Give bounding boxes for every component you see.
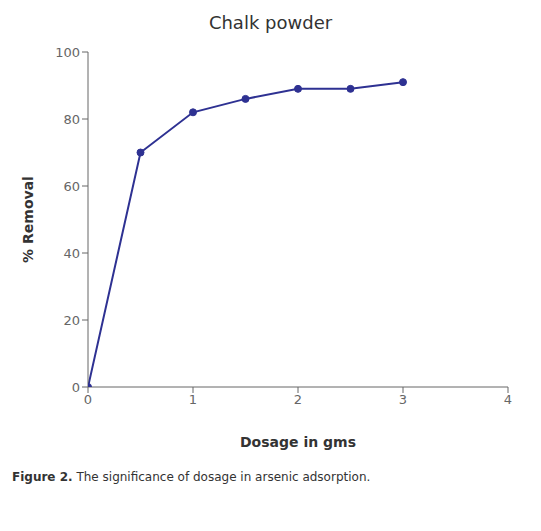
svg-text:4: 4 [504,392,512,407]
svg-text:2: 2 [294,392,302,407]
html-text:Chalk powder: Chalk powder [208,12,333,33]
svg-text:20: 20 [63,313,80,328]
svg-text:80: 80 [63,112,80,127]
svg-text:1: 1 [189,392,197,407]
svg-text:0: 0 [72,380,80,395]
svg-text:Dosage in gms: Dosage in gms [240,434,356,450]
svg-text:3: 3 [399,392,407,407]
svg-text:100: 100 [55,45,80,60]
svg-text:40: 40 [63,246,80,261]
html-text:Figure 2. The significance of: Figure 2. The significance of dosage in … [12,470,371,484]
svg-text:0: 0 [84,392,92,407]
svg-text:% Removal: % Removal [20,176,36,263]
svg-text:60: 60 [63,179,80,194]
